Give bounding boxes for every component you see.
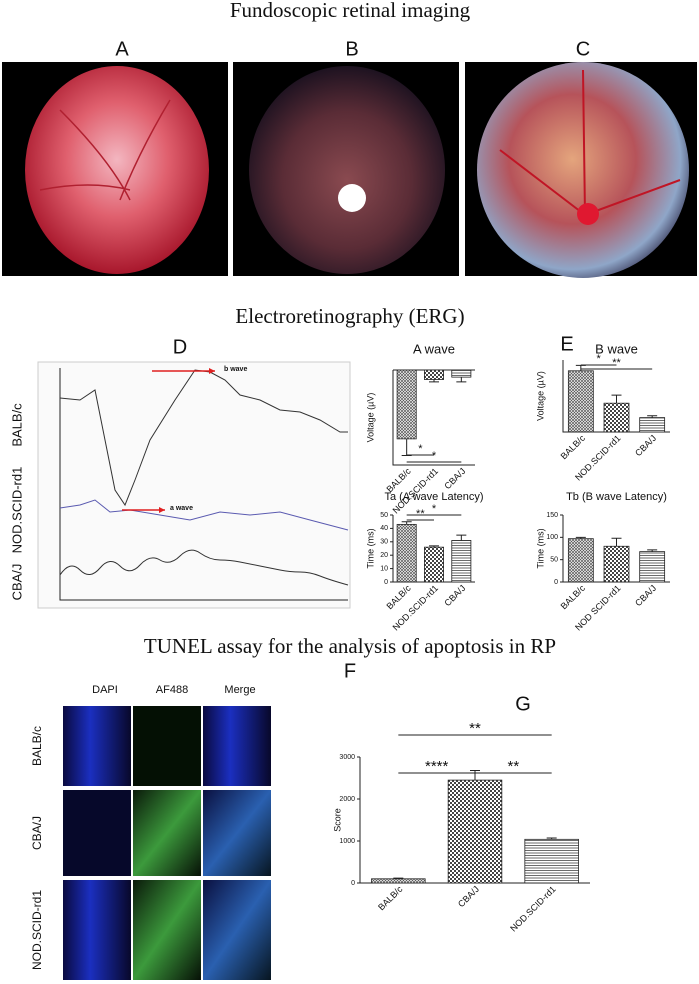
fundus-images	[2, 62, 697, 278]
section-title: Electroretinography (ERG)	[235, 304, 464, 328]
error-bar	[546, 837, 557, 840]
trace-label: NOD.SCID-rd1	[9, 467, 24, 554]
error-bar	[401, 521, 412, 525]
error-bar	[611, 537, 622, 547]
significance-label: *	[418, 443, 423, 455]
bar	[424, 546, 444, 583]
error-bar	[647, 415, 658, 418]
bar	[451, 540, 472, 583]
significance-label: *	[432, 450, 437, 462]
bar	[603, 545, 630, 583]
x-tick-label: CBA/J	[456, 884, 481, 909]
panel-label: C	[576, 38, 590, 60]
y-axis-label: Time (ms)	[365, 528, 375, 568]
panel-label: G	[515, 693, 531, 715]
y-tick-label: 1000	[339, 838, 355, 845]
chart-title: Ta (A wave Latency)	[384, 491, 483, 503]
x-tick-label: CBA/J	[442, 466, 467, 491]
y-tick-label: 0	[351, 880, 355, 887]
panel-label: F	[344, 660, 356, 682]
row-label: CBA/J	[30, 816, 44, 850]
y-tick-label: 50	[380, 512, 388, 519]
y-tick-label: 50	[550, 557, 558, 564]
error-bar	[575, 536, 586, 539]
panel-label: A	[115, 38, 129, 60]
error-bar	[429, 545, 439, 548]
error-bar	[401, 438, 412, 456]
y-tick-label: 20	[380, 552, 388, 559]
y-tick-label: 3000	[339, 754, 355, 761]
y-tick-label: 100	[546, 534, 558, 541]
axis-line	[392, 370, 475, 466]
bar	[371, 878, 426, 884]
chart-title: B wave	[595, 341, 638, 356]
y-axis-label: Time (ms)	[535, 528, 545, 568]
annotation: a wave	[170, 505, 193, 512]
x-tick-label: BALB/c	[376, 884, 405, 913]
panel-label: D	[173, 336, 187, 358]
bar	[639, 417, 666, 433]
y-axis-label: Voltage (µV)	[535, 371, 545, 421]
y-axis-label: Voltage (µV)	[365, 393, 375, 443]
x-tick-label: NOD.SCID-rd1	[508, 884, 558, 934]
y-tick-label: 0	[384, 579, 388, 586]
chart-title: A wave	[413, 341, 455, 356]
chart-title: Tb (B wave Latency)	[566, 491, 667, 503]
significance-label: **	[507, 758, 519, 775]
tunel-images	[63, 706, 271, 980]
error-bar	[575, 364, 586, 371]
x-tick-label: CBA/J	[633, 583, 658, 608]
row-label: BALB/c	[30, 726, 44, 766]
column-label: DAPI	[92, 684, 118, 696]
significance-label: **	[416, 508, 425, 520]
section-title: TUNEL assay for the analysis of apoptosi…	[144, 634, 556, 658]
error-bar	[429, 379, 439, 383]
significance-label: *	[432, 503, 437, 515]
bar	[567, 538, 594, 583]
significance-label: *	[597, 353, 602, 365]
error-bar	[393, 877, 404, 879]
annotation: b wave	[224, 366, 247, 373]
bar	[451, 369, 472, 378]
error-bar	[647, 549, 658, 552]
error-bar	[470, 769, 480, 781]
x-tick-label: CBA/J	[633, 433, 658, 458]
trace-label: CBA/J	[9, 564, 24, 601]
section-title: Fundoscopic retinal imaging	[230, 0, 471, 22]
bar	[396, 523, 417, 583]
panel-label: E	[560, 333, 573, 355]
bar	[603, 402, 630, 433]
erg-traces	[37, 361, 351, 609]
bar	[424, 369, 444, 380]
y-tick-label: 2000	[339, 796, 355, 803]
y-tick-label: 30	[380, 539, 388, 546]
column-label: AF488	[156, 684, 188, 696]
y-tick-label: 150	[546, 512, 558, 519]
error-bar	[611, 394, 622, 404]
y-tick-label: 0	[554, 579, 558, 586]
significance-label: **	[469, 720, 481, 737]
x-tick-label: CBA/J	[442, 583, 467, 608]
significance-label: ****	[425, 758, 449, 775]
error-bar	[456, 534, 467, 541]
y-axis-label: Score	[332, 808, 342, 832]
significance-label: **	[612, 357, 621, 369]
panel-label: B	[345, 38, 358, 60]
y-tick-label: 10	[380, 565, 388, 572]
trace-label: BALB/c	[9, 403, 24, 447]
bar	[524, 838, 579, 884]
row-label: NOD.SCID-rd1	[30, 890, 44, 970]
bar	[396, 369, 417, 440]
y-tick-label: 40	[380, 525, 388, 532]
bar	[567, 370, 594, 433]
x-tick-label: BALB/c	[559, 583, 588, 612]
error-bar	[456, 377, 467, 383]
x-tick-label: BALB/c	[559, 433, 588, 462]
bar	[639, 551, 666, 583]
bar	[447, 779, 503, 884]
column-label: Merge	[224, 684, 255, 696]
